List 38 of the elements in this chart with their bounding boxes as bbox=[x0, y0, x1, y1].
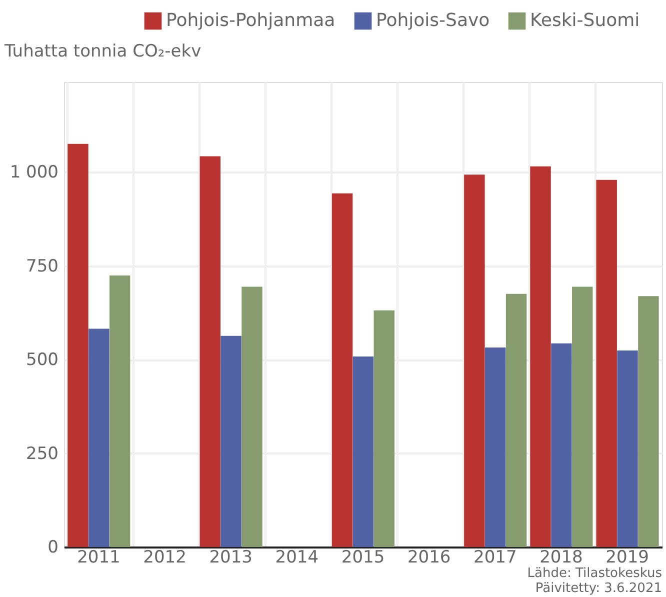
legend-label: Pohjois-Pohjanmaa bbox=[166, 10, 336, 31]
legend-label: Pohjois-Savo bbox=[376, 10, 490, 31]
x-tick-label: 2018 bbox=[540, 548, 583, 568]
bar bbox=[638, 296, 659, 547]
bar bbox=[68, 144, 88, 547]
bar bbox=[242, 286, 262, 547]
bar bbox=[551, 343, 572, 547]
bar bbox=[352, 356, 374, 547]
bar bbox=[530, 166, 551, 547]
bar bbox=[506, 294, 527, 547]
bar bbox=[332, 193, 353, 547]
x-tick-label: 2015 bbox=[341, 548, 385, 568]
x-tick-label: 2016 bbox=[407, 548, 451, 568]
x-tick-label: 2012 bbox=[143, 548, 186, 568]
y-tick-label: 1 000 bbox=[10, 162, 58, 182]
y-tick-label: 0 bbox=[48, 538, 58, 558]
text: Lähde: Tilastokeskus bbox=[527, 566, 662, 581]
bar bbox=[572, 286, 593, 547]
bar bbox=[109, 276, 130, 547]
text: Päivitetty: 3.6.2021 bbox=[535, 581, 662, 596]
bar bbox=[596, 180, 617, 547]
bar bbox=[220, 336, 242, 547]
bar bbox=[464, 174, 485, 547]
y-tick-label: 250 bbox=[26, 444, 58, 464]
y-tick-label: 750 bbox=[26, 256, 58, 276]
bar bbox=[88, 328, 110, 547]
bar bbox=[200, 156, 220, 547]
x-tick-label: 2014 bbox=[275, 548, 319, 568]
x-tick-label: 2011 bbox=[77, 548, 120, 568]
y-axis-title: Tuhatta tonnia CO₂-ekv bbox=[4, 42, 202, 62]
bar bbox=[617, 350, 638, 547]
x-tick-label: 2019 bbox=[606, 548, 649, 568]
legend-label: Keski-Suomi bbox=[530, 10, 640, 31]
y-tick-label: 500 bbox=[26, 350, 58, 370]
bar bbox=[485, 348, 506, 547]
x-tick-label: 2013 bbox=[209, 548, 252, 568]
bar bbox=[374, 310, 394, 547]
x-tick-label: 2017 bbox=[474, 548, 517, 568]
